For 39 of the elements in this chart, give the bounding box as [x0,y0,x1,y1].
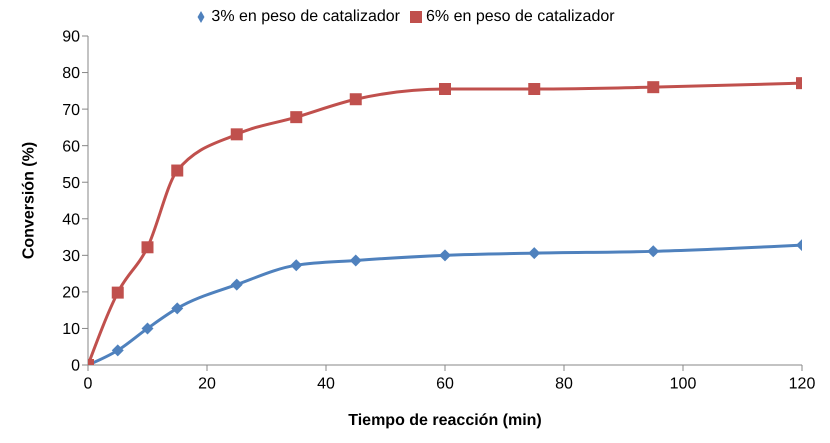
x-axis-title: Tiempo de reacción (min) [348,412,542,429]
point [528,83,540,96]
point [171,302,184,314]
x-tick-label: 60 [436,375,454,392]
legend-label: 6% en peso de catalizador [426,8,615,25]
legend-label: 3% en peso de catalizador [211,8,400,25]
point [528,247,540,260]
y-tick-label: 40 [62,211,80,228]
y-axis-title: Conversión (%) [20,142,38,260]
x-tick-label: 0 [84,375,93,392]
point [290,259,302,272]
point [439,83,451,96]
x-tick-label: 20 [198,375,216,392]
y-tick-label: 10 [62,321,80,338]
y-tick-label: 90 [62,28,80,46]
point [350,93,362,106]
y-tick-label: 50 [62,174,80,192]
point [439,249,451,262]
point [647,81,660,94]
y-tick-label: 60 [62,138,80,156]
point [290,111,302,124]
y-tick-label: 80 [62,65,80,82]
y-tick-label: 20 [62,284,80,302]
point [112,344,124,356]
point [350,254,362,266]
x-tick-label: 40 [317,375,335,392]
y-tick-label: 30 [62,248,80,266]
point [230,128,243,140]
point [112,286,124,299]
y-tick-label: 70 [62,102,80,119]
point [647,245,660,258]
y-tick-label: 0 [71,358,80,375]
x-tick-label: 80 [555,375,573,392]
point [230,278,243,291]
x-tick-label: 120 [788,375,816,392]
point [142,322,154,334]
point [171,164,184,177]
x-tick-label: 100 [670,375,696,392]
point [142,241,154,254]
